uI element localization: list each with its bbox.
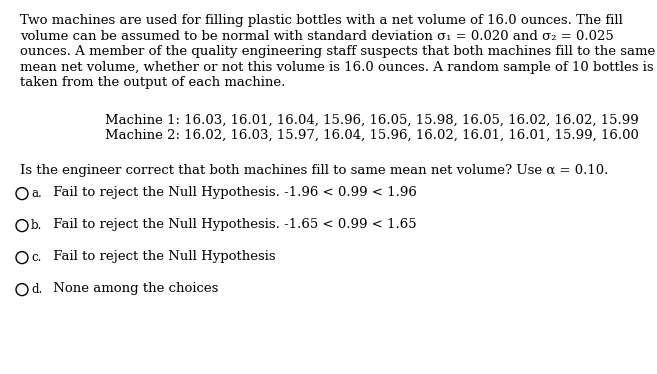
Text: volume can be assumed to be normal with standard deviation σ₁ = 0.020 and σ₂ = 0: volume can be assumed to be normal with …	[20, 30, 614, 43]
Text: Fail to reject the Null Hypothesis. -1.65 < 0.99 < 1.65: Fail to reject the Null Hypothesis. -1.6…	[49, 218, 417, 232]
Text: Machine 2: 16.02, 16.03, 15.97, 16.04, 15.96, 16.02, 16.01, 16.01, 15.99, 16.00: Machine 2: 16.02, 16.03, 15.97, 16.04, 1…	[105, 129, 639, 142]
Text: d.: d.	[31, 283, 42, 297]
Text: Fail to reject the Null Hypothesis: Fail to reject the Null Hypothesis	[49, 251, 276, 264]
Text: Machine 1: 16.03, 16.01, 16.04, 15.96, 16.05, 15.98, 16.05, 16.02, 16.02, 15.99: Machine 1: 16.03, 16.01, 16.04, 15.96, 1…	[105, 113, 639, 126]
Text: mean net volume, whether or not this volume is 16.0 ounces. A random sample of 1: mean net volume, whether or not this vol…	[20, 61, 654, 74]
Text: Fail to reject the Null Hypothesis. -1.96 < 0.99 < 1.96: Fail to reject the Null Hypothesis. -1.9…	[49, 187, 417, 199]
Text: ounces. A member of the quality engineering staff suspects that both machines fi: ounces. A member of the quality engineer…	[20, 45, 655, 58]
Text: Two machines are used for filling plastic bottles with a net volume of 16.0 ounc: Two machines are used for filling plasti…	[20, 14, 623, 27]
Text: a.: a.	[31, 187, 42, 200]
Text: b.: b.	[31, 220, 42, 233]
Text: taken from the output of each machine.: taken from the output of each machine.	[20, 76, 285, 89]
Text: Is the engineer correct that both machines fill to same mean net volume? Use α =: Is the engineer correct that both machin…	[20, 165, 608, 178]
Text: c.: c.	[31, 251, 41, 264]
Text: None among the choices: None among the choices	[49, 282, 218, 295]
